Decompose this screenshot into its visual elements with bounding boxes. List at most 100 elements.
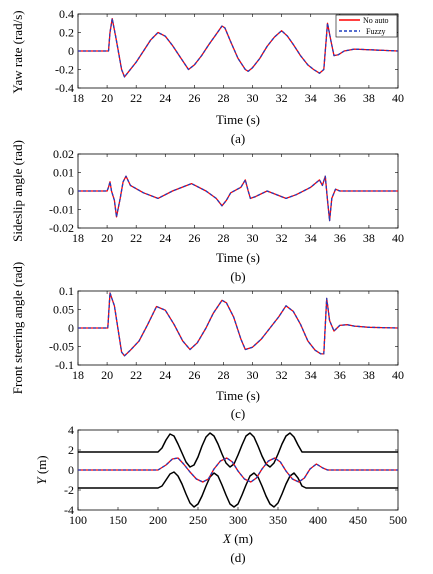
x-tick-label: 32 bbox=[276, 231, 288, 245]
series-line-lane-1 bbox=[78, 471, 398, 508]
x-tick-label: 40 bbox=[392, 368, 404, 382]
y-tick-label: -0.05 bbox=[49, 340, 74, 354]
panel-yaw-rate: Yaw rate (rad/s) 18 20 22 24 26 28 30 32 34 36 38 4… bbox=[10, 7, 404, 146]
panel-a-caption: (a) bbox=[231, 131, 245, 146]
x-tick-label: 32 bbox=[276, 368, 288, 382]
x-tick-label: 18 bbox=[72, 231, 84, 245]
y-tick-label: -0.4 bbox=[55, 81, 74, 95]
x-tick-label: 40 bbox=[392, 91, 404, 105]
series-line-fuzzy bbox=[78, 17, 399, 78]
x-tick-label: 34 bbox=[305, 368, 317, 382]
x-tick-label: 250 bbox=[189, 513, 207, 527]
x-tick-label: 34 bbox=[305, 231, 317, 245]
series-line-fuzzy bbox=[78, 457, 398, 483]
x-tick-label: 32 bbox=[276, 91, 288, 105]
y-tick-label: -4 bbox=[64, 503, 74, 517]
y-tick-label: 0.2 bbox=[59, 26, 74, 40]
x-tick-label: 24 bbox=[159, 231, 171, 245]
panel-d-caption: (d) bbox=[230, 550, 245, 565]
y-tick-label: -0.2 bbox=[55, 63, 74, 77]
y-tick-label: 0.4 bbox=[59, 7, 74, 21]
panel-d-ylabel-symbol: Y bbox=[34, 476, 49, 485]
y-tick-label: 0.01 bbox=[53, 166, 74, 180]
x-tick-label: 28 bbox=[217, 231, 229, 245]
x-tick-label: 28 bbox=[217, 91, 229, 105]
y-tick-label: 2 bbox=[68, 443, 74, 457]
x-tick-label: 36 bbox=[334, 91, 346, 105]
panel-d-xlabel-unit: (m) bbox=[231, 531, 253, 546]
x-tick-label: 100 bbox=[69, 513, 87, 527]
x-tick-label: 38 bbox=[363, 91, 375, 105]
y-tick-label: -0.01 bbox=[49, 203, 74, 217]
x-tick-label: 28 bbox=[217, 368, 229, 382]
x-tick-label: 26 bbox=[188, 91, 200, 105]
x-tick-label: 36 bbox=[334, 368, 346, 382]
panel-sideslip-angle: Sideslip angle (rad) 18 20 22 24 26 28 30 32 34 3… bbox=[10, 140, 404, 284]
x-tick-label: 22 bbox=[130, 91, 142, 105]
panel-c-caption: (c) bbox=[231, 406, 245, 421]
x-tick-label: 20 bbox=[101, 368, 113, 382]
y-tick-label: 4 bbox=[68, 423, 74, 437]
panel-c-ylabel: Front steering angle (rad) bbox=[10, 262, 25, 394]
x-tick-label: 30 bbox=[247, 91, 259, 105]
y-tick-label: -2 bbox=[64, 483, 74, 497]
panel-d-ticks: 100 150 200 250 300 350 400 450 500 -4 -2 0 2 4 bbox=[64, 423, 407, 527]
x-tick-label: 26 bbox=[188, 231, 200, 245]
x-tick-label: 150 bbox=[109, 513, 127, 527]
x-tick-label: 20 bbox=[101, 231, 113, 245]
y-tick-label: 0.1 bbox=[59, 284, 74, 298]
panel-d-xlabel: X (m) bbox=[222, 531, 253, 546]
series-line-fuzzy bbox=[78, 292, 399, 357]
panel-trajectory: Y (m) 100 150 200 250 300 350 400 450 500 -4 -2 0 2 4… bbox=[34, 423, 407, 565]
y-tick-label: -0.02 bbox=[49, 221, 74, 235]
x-tick-label: 34 bbox=[305, 91, 317, 105]
panel-c-series bbox=[78, 292, 399, 357]
y-tick-label: 0 bbox=[68, 463, 74, 477]
panel-d-xlabel-symbol: X bbox=[222, 531, 232, 546]
panel-b-ticks: 18 20 22 24 26 28 30 32 34 36 38 40 -0.02 -0.01 0 0.01 0… bbox=[49, 147, 404, 245]
panel-b-series bbox=[78, 175, 398, 222]
legend-label-no-auto: No auto bbox=[363, 16, 389, 25]
x-tick-label: 350 bbox=[269, 513, 287, 527]
x-tick-label: 18 bbox=[72, 91, 84, 105]
x-tick-label: 500 bbox=[389, 513, 407, 527]
panel-a-series bbox=[78, 17, 399, 78]
panel-d-ylabel-unit: (m) bbox=[34, 455, 49, 477]
x-tick-label: 400 bbox=[309, 513, 327, 527]
x-tick-label: 24 bbox=[159, 368, 171, 382]
x-tick-label: 22 bbox=[130, 231, 142, 245]
x-tick-label: 24 bbox=[159, 91, 171, 105]
series-line-fuzzy bbox=[78, 175, 398, 222]
x-tick-label: 38 bbox=[363, 231, 375, 245]
panel-a-ylabel: Yaw rate (rad/s) bbox=[10, 10, 25, 93]
panel-b-ylabel: Sideslip angle (rad) bbox=[10, 140, 25, 242]
panel-b-xlabel: Time (s) bbox=[216, 250, 260, 265]
series-line-lane-0 bbox=[78, 432, 398, 468]
y-tick-label: 0 bbox=[68, 321, 74, 335]
panel-a-ticks: 18 20 22 24 26 28 30 32 34 36 38 40 -0.4 -0.2 0 0.2 0.4 bbox=[55, 7, 404, 105]
x-tick-label: 30 bbox=[247, 368, 259, 382]
panel-front-steering-angle: Front steering angle (rad) 18 20 22 24 26 28 3… bbox=[10, 262, 404, 421]
x-tick-label: 22 bbox=[130, 368, 142, 382]
panel-d-series bbox=[78, 432, 398, 508]
x-tick-label: 450 bbox=[349, 513, 367, 527]
y-tick-label: 0.05 bbox=[53, 303, 74, 317]
panel-a-xlabel: Time (s) bbox=[216, 112, 260, 127]
legend-label-fuzzy: Fuzzy bbox=[366, 27, 386, 36]
panel-c-xlabel: Time (s) bbox=[216, 388, 260, 403]
panel-b-caption: (b) bbox=[230, 269, 245, 284]
x-tick-label: 30 bbox=[247, 231, 259, 245]
y-tick-label: 0 bbox=[68, 44, 74, 58]
y-tick-label: 0 bbox=[68, 184, 74, 198]
x-tick-label: 20 bbox=[101, 91, 113, 105]
x-tick-label: 40 bbox=[392, 231, 404, 245]
legend: No auto Fuzzy bbox=[335, 14, 398, 38]
panel-c-ticks: 18 20 22 24 26 28 30 32 34 36 38 40 -0.1 -0.05 0 0.05 0.… bbox=[49, 284, 404, 382]
x-tick-label: 26 bbox=[188, 368, 200, 382]
y-tick-label: -0.1 bbox=[55, 358, 74, 372]
x-tick-label: 200 bbox=[149, 513, 167, 527]
panel-d-ylabel: Y (m) bbox=[34, 455, 49, 484]
x-tick-label: 36 bbox=[334, 231, 346, 245]
y-tick-label: 0.02 bbox=[53, 147, 74, 161]
